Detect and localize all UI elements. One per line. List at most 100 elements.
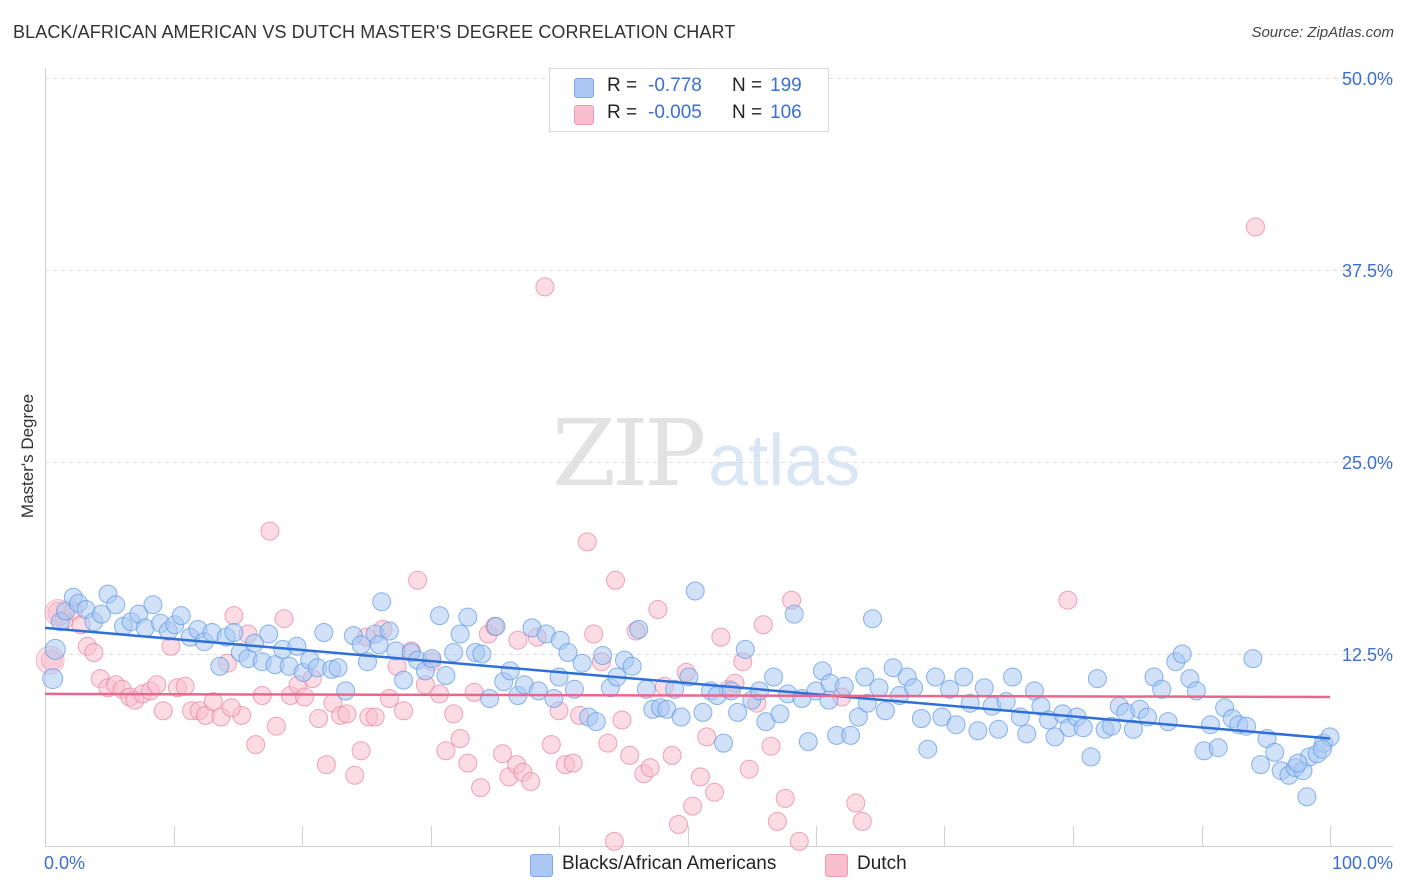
dutch-point bbox=[444, 704, 464, 724]
dutch-point bbox=[1058, 590, 1078, 610]
dutch-point bbox=[337, 704, 357, 724]
dutch-point bbox=[648, 600, 668, 619]
dutch-point bbox=[620, 745, 640, 765]
black-point bbox=[1045, 727, 1065, 747]
dutch-point bbox=[697, 727, 717, 747]
legend-r-label: R = bbox=[607, 102, 638, 123]
y-tick-label: 12.5% bbox=[1342, 645, 1393, 665]
black-point bbox=[1208, 738, 1228, 758]
dutch-point bbox=[394, 701, 413, 721]
legend-n-label: N = bbox=[732, 75, 763, 96]
legend-swatch-pink bbox=[574, 105, 594, 125]
dutch-point bbox=[521, 772, 541, 791]
dutch-point bbox=[662, 745, 682, 765]
dutch-point bbox=[584, 624, 604, 644]
dutch-point bbox=[690, 767, 710, 787]
black-point bbox=[1003, 667, 1023, 687]
dutch-point bbox=[640, 758, 660, 778]
black-point bbox=[1243, 649, 1263, 669]
dutch-point bbox=[365, 707, 385, 727]
dutch-point bbox=[789, 831, 809, 851]
black-point bbox=[1186, 681, 1206, 701]
black-point bbox=[918, 739, 938, 759]
black-point bbox=[679, 667, 699, 687]
black-point bbox=[1081, 747, 1101, 767]
dutch-point bbox=[246, 735, 266, 755]
dutch-point bbox=[705, 782, 724, 802]
black-point bbox=[735, 639, 755, 659]
dutch-point bbox=[753, 615, 773, 635]
black-point bbox=[1312, 739, 1332, 759]
dutch-point bbox=[351, 741, 371, 761]
black-point bbox=[394, 670, 413, 690]
dutch-point bbox=[767, 811, 787, 831]
dutch-point bbox=[260, 521, 280, 541]
series-legend: Blacks/African Americans Dutch bbox=[0, 851, 1406, 879]
black-point bbox=[863, 609, 882, 629]
black-point bbox=[1087, 669, 1107, 689]
black-point bbox=[784, 604, 804, 624]
dutch-trend-line bbox=[44, 692, 1331, 699]
legend-n-value: 106 bbox=[770, 102, 802, 123]
series-label-blacks: Blacks/African Americans bbox=[562, 853, 777, 874]
black-point bbox=[728, 702, 748, 722]
trend-lines bbox=[44, 626, 1331, 740]
black-point bbox=[336, 681, 356, 701]
black-point bbox=[911, 709, 931, 728]
dutch-point bbox=[1246, 217, 1265, 237]
black-point bbox=[954, 667, 974, 687]
dutch-point bbox=[606, 570, 625, 590]
dutch-point bbox=[450, 729, 470, 748]
dutch-point bbox=[458, 753, 478, 773]
black-point bbox=[586, 712, 606, 732]
legend-n-value: 199 bbox=[770, 75, 802, 96]
dutch-point bbox=[493, 744, 512, 764]
dutch-point bbox=[84, 643, 104, 662]
blacks-trend-line bbox=[44, 626, 1331, 740]
black-point bbox=[328, 658, 348, 678]
dutch-point bbox=[345, 765, 365, 785]
black-point bbox=[500, 661, 520, 681]
dutch-point bbox=[761, 736, 781, 756]
black-point bbox=[1201, 715, 1220, 735]
black-point bbox=[848, 707, 868, 727]
black-point bbox=[572, 653, 592, 673]
series-label-dutch: Dutch bbox=[857, 853, 907, 874]
black-point bbox=[904, 678, 924, 698]
black-point bbox=[875, 701, 895, 721]
black-point bbox=[968, 721, 988, 741]
dutch-point bbox=[408, 570, 428, 590]
dutch-point bbox=[153, 701, 173, 721]
black-point bbox=[1123, 719, 1143, 739]
black-point bbox=[989, 719, 1008, 739]
legend-r-value: -0.778 bbox=[648, 75, 702, 96]
black-point bbox=[558, 643, 578, 662]
black-point bbox=[1017, 724, 1037, 744]
dutch-point bbox=[563, 753, 583, 773]
black-point bbox=[1158, 712, 1178, 732]
black-point bbox=[1288, 753, 1308, 773]
black-point bbox=[593, 646, 613, 665]
black-point bbox=[946, 715, 966, 735]
black-point bbox=[379, 621, 399, 641]
black-point bbox=[671, 707, 691, 727]
dutch-point bbox=[436, 741, 456, 761]
dutch-point bbox=[775, 788, 795, 808]
black-point bbox=[629, 619, 649, 639]
y-tick-label: 25.0% bbox=[1342, 453, 1393, 473]
black-point bbox=[693, 702, 713, 722]
dutch-point bbox=[604, 831, 624, 851]
black-point bbox=[869, 678, 889, 698]
black-points bbox=[42, 581, 1340, 807]
dutch-points bbox=[35, 217, 1265, 851]
black-point bbox=[564, 679, 584, 699]
series-swatch-blue bbox=[530, 854, 553, 877]
dutch-point bbox=[221, 698, 241, 718]
dutch-point bbox=[175, 676, 195, 696]
black-point bbox=[665, 679, 685, 699]
black-point bbox=[472, 644, 492, 664]
dutch-point bbox=[669, 815, 688, 834]
black-point bbox=[622, 656, 642, 676]
black-point bbox=[1073, 718, 1093, 738]
dutch-point bbox=[846, 793, 866, 813]
